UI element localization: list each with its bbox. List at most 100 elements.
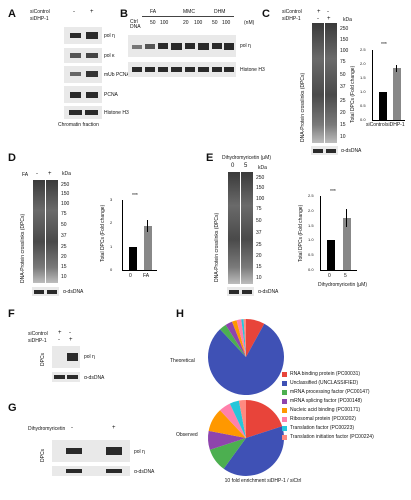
panel-b-group-rule xyxy=(142,16,234,17)
blot-c-dsdna xyxy=(311,146,338,155)
pie-slice xyxy=(219,403,246,438)
band xyxy=(212,43,222,49)
band xyxy=(132,45,142,49)
y-tick: 0.0 xyxy=(308,267,314,272)
blot-a-label-1: pol η xyxy=(104,33,115,39)
blot-lane xyxy=(312,23,324,143)
blot-f-dsdna xyxy=(52,372,80,382)
blot-e-dpc xyxy=(227,172,254,284)
legend-text: RNA binding protein (PC00031) xyxy=(290,371,361,377)
marker: 150 xyxy=(340,37,349,43)
panel-c-sign-2: - xyxy=(327,9,329,15)
panel-d-sign-1: - xyxy=(36,171,38,177)
pie-slice xyxy=(238,400,246,438)
marker: 75 xyxy=(61,211,67,217)
bar-sidhp1 xyxy=(393,64,401,120)
band xyxy=(70,92,81,98)
chart-c: 0.0 0.5 1.0 1.5 2.0 2.5 xyxy=(360,47,405,122)
legend-text: Nucleic acid binding (PC00171) xyxy=(290,407,361,413)
marker: 250 xyxy=(256,175,265,181)
legend-swatch xyxy=(282,417,287,422)
legend-text: Unclassified (UNCLASSIFIED) xyxy=(290,380,359,386)
band xyxy=(34,290,44,294)
blot-a-mub-pcna xyxy=(64,66,102,83)
bar-sicontrol xyxy=(379,92,387,120)
band xyxy=(70,53,81,58)
band xyxy=(185,67,195,72)
panel-f-sign-1: + xyxy=(58,330,62,336)
marker: 20 xyxy=(256,253,262,259)
y-tick: 3 xyxy=(110,197,113,202)
blot-a-label-2: pol κ xyxy=(104,53,115,59)
panel-e-xtick-2: 5 xyxy=(344,273,347,279)
marker: 150 xyxy=(61,191,70,197)
panel-c-dsdna-label: α-dsDNA xyxy=(341,148,362,154)
band xyxy=(54,375,65,379)
band xyxy=(67,353,78,361)
pie-label-observed: Observed xyxy=(176,432,198,438)
panel-c-kda: kDa xyxy=(343,17,352,23)
blot-e-dsdna xyxy=(227,287,254,296)
panel-g-sign-1: - xyxy=(71,425,73,431)
pie-slice xyxy=(246,400,283,438)
blot-c-dpc xyxy=(311,23,338,143)
panel-c-sign-1: + xyxy=(317,9,321,15)
band xyxy=(158,43,168,49)
marker: 75 xyxy=(340,59,346,65)
pie-slice xyxy=(236,319,246,357)
panel-f-cond-1: siControl xyxy=(28,331,48,337)
legend-item: Ribosomal protein (PC00202) xyxy=(282,415,410,424)
band xyxy=(145,44,155,49)
band xyxy=(106,447,122,455)
legend-swatch xyxy=(282,399,287,404)
panel-c-xtick-2: siDHP-1 xyxy=(386,122,405,128)
pie-slice xyxy=(243,319,246,357)
legend-item: Nucleic acid binding (PC00171) xyxy=(282,406,410,415)
y-tick: 2.0 xyxy=(360,61,366,66)
error-bar xyxy=(396,64,397,72)
blot-lane xyxy=(228,172,240,284)
marker: 10 xyxy=(340,134,346,140)
blot-f-pol-eta xyxy=(52,346,80,368)
band xyxy=(171,43,182,50)
panel-b-lane-3: 50 xyxy=(150,20,156,26)
panel-e-xlabel: Dihydromyricetin (μM) xyxy=(318,282,367,288)
blot-lane xyxy=(241,172,253,284)
legend-item: Translation initiation factor (PC00224) xyxy=(282,433,410,442)
panel-d-label: D xyxy=(8,152,16,164)
panel-c-label: C xyxy=(262,8,270,20)
marker: 150 xyxy=(256,185,265,191)
band xyxy=(106,469,122,473)
panel-b-group-dhm: DHM xyxy=(214,9,226,15)
panel-g-label: G xyxy=(8,402,17,414)
band xyxy=(86,53,98,58)
band xyxy=(66,448,82,454)
band xyxy=(70,72,81,76)
y-tick: 1.0 xyxy=(360,89,366,94)
band xyxy=(145,67,155,72)
band xyxy=(66,469,82,473)
marker: 50 xyxy=(340,72,346,78)
panel-b-lane-8: 100 xyxy=(222,20,231,26)
blot-g-dsdna xyxy=(52,466,130,476)
legend-swatch xyxy=(282,390,287,395)
blot-a-label-4: PCNA xyxy=(104,92,118,98)
band xyxy=(86,92,98,98)
y-tick: 2.5 xyxy=(308,193,314,198)
panel-e-xtick-1: 0 xyxy=(328,273,331,279)
blot-lane xyxy=(46,180,58,283)
panel-h-label: H xyxy=(176,308,184,320)
marker: 10 xyxy=(61,274,67,280)
marker: 100 xyxy=(340,48,349,54)
panel-b-unit: (nM) xyxy=(244,20,255,26)
y-tick: 2.0 xyxy=(308,208,314,213)
panel-e-sig: *** xyxy=(330,189,336,195)
bar-dhm-0 xyxy=(327,240,335,270)
error-bar xyxy=(147,220,148,232)
y-tick: 0 xyxy=(110,267,113,272)
legend-swatch xyxy=(282,408,287,413)
pie-slice xyxy=(208,430,246,450)
marker: 37 xyxy=(61,233,67,239)
blot-a-h3 xyxy=(64,106,102,119)
